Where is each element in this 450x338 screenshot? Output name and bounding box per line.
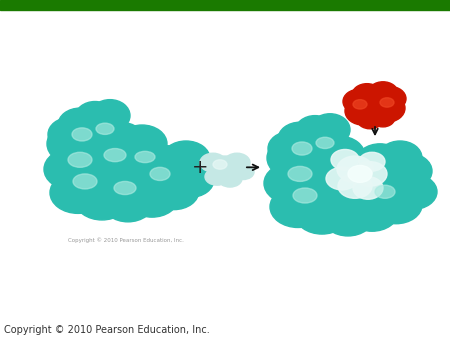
Ellipse shape — [356, 144, 404, 179]
Ellipse shape — [278, 122, 322, 156]
Ellipse shape — [119, 151, 169, 189]
Ellipse shape — [369, 94, 405, 122]
Ellipse shape — [71, 120, 123, 160]
Ellipse shape — [213, 160, 227, 169]
Ellipse shape — [224, 153, 250, 172]
Ellipse shape — [291, 135, 343, 174]
Ellipse shape — [370, 186, 422, 224]
Ellipse shape — [117, 125, 167, 163]
Ellipse shape — [209, 156, 241, 178]
Ellipse shape — [363, 160, 413, 197]
Ellipse shape — [374, 87, 406, 111]
Ellipse shape — [94, 122, 146, 162]
Ellipse shape — [96, 123, 114, 135]
Ellipse shape — [375, 185, 395, 198]
Ellipse shape — [205, 168, 229, 185]
Text: +: + — [192, 158, 208, 177]
Ellipse shape — [331, 149, 359, 170]
Ellipse shape — [316, 137, 334, 148]
Ellipse shape — [378, 141, 422, 175]
Ellipse shape — [352, 84, 382, 106]
Ellipse shape — [150, 167, 170, 180]
Ellipse shape — [353, 162, 387, 186]
Ellipse shape — [289, 165, 343, 207]
Ellipse shape — [357, 110, 383, 129]
Ellipse shape — [322, 196, 374, 236]
Ellipse shape — [361, 95, 389, 118]
Ellipse shape — [50, 172, 106, 213]
Ellipse shape — [353, 177, 383, 199]
Ellipse shape — [58, 108, 102, 142]
Ellipse shape — [293, 188, 317, 203]
Ellipse shape — [135, 151, 155, 163]
Ellipse shape — [348, 165, 372, 183]
Ellipse shape — [232, 165, 254, 179]
Ellipse shape — [162, 141, 210, 177]
Ellipse shape — [166, 162, 214, 197]
Ellipse shape — [200, 153, 226, 172]
Ellipse shape — [102, 183, 154, 222]
Ellipse shape — [380, 98, 394, 107]
Ellipse shape — [47, 123, 101, 165]
Ellipse shape — [94, 152, 146, 192]
Ellipse shape — [68, 152, 92, 167]
Ellipse shape — [104, 148, 126, 162]
Ellipse shape — [75, 101, 115, 134]
Ellipse shape — [387, 174, 437, 210]
Ellipse shape — [371, 108, 395, 127]
Ellipse shape — [343, 89, 375, 114]
Ellipse shape — [326, 167, 358, 190]
Ellipse shape — [295, 195, 349, 234]
Ellipse shape — [353, 100, 367, 109]
Ellipse shape — [359, 152, 385, 171]
Ellipse shape — [264, 163, 320, 204]
Ellipse shape — [338, 174, 372, 198]
Ellipse shape — [149, 172, 199, 210]
Ellipse shape — [345, 97, 381, 125]
Text: Copyright © 2010 Pearson Education, Inc.: Copyright © 2010 Pearson Education, Inc. — [68, 238, 184, 243]
Ellipse shape — [384, 153, 432, 189]
Ellipse shape — [218, 170, 242, 187]
Ellipse shape — [270, 186, 326, 227]
Ellipse shape — [44, 148, 100, 190]
Ellipse shape — [48, 118, 92, 151]
Ellipse shape — [315, 136, 365, 176]
Ellipse shape — [310, 114, 350, 146]
Ellipse shape — [126, 179, 178, 217]
Ellipse shape — [75, 180, 129, 220]
Ellipse shape — [288, 166, 312, 182]
Ellipse shape — [314, 166, 366, 206]
Ellipse shape — [268, 131, 312, 165]
Ellipse shape — [292, 142, 312, 155]
Ellipse shape — [339, 165, 389, 202]
Ellipse shape — [73, 174, 97, 189]
Ellipse shape — [337, 156, 373, 183]
Ellipse shape — [368, 82, 398, 104]
Ellipse shape — [90, 100, 130, 131]
Ellipse shape — [114, 182, 136, 195]
Text: Copyright © 2010 Pearson Education, Inc.: Copyright © 2010 Pearson Education, Inc. — [4, 324, 210, 335]
Ellipse shape — [72, 128, 92, 141]
Ellipse shape — [267, 137, 321, 178]
Ellipse shape — [346, 194, 398, 231]
Bar — [0, 0, 450, 10]
Ellipse shape — [69, 151, 123, 193]
Ellipse shape — [141, 146, 191, 183]
Ellipse shape — [295, 116, 335, 148]
